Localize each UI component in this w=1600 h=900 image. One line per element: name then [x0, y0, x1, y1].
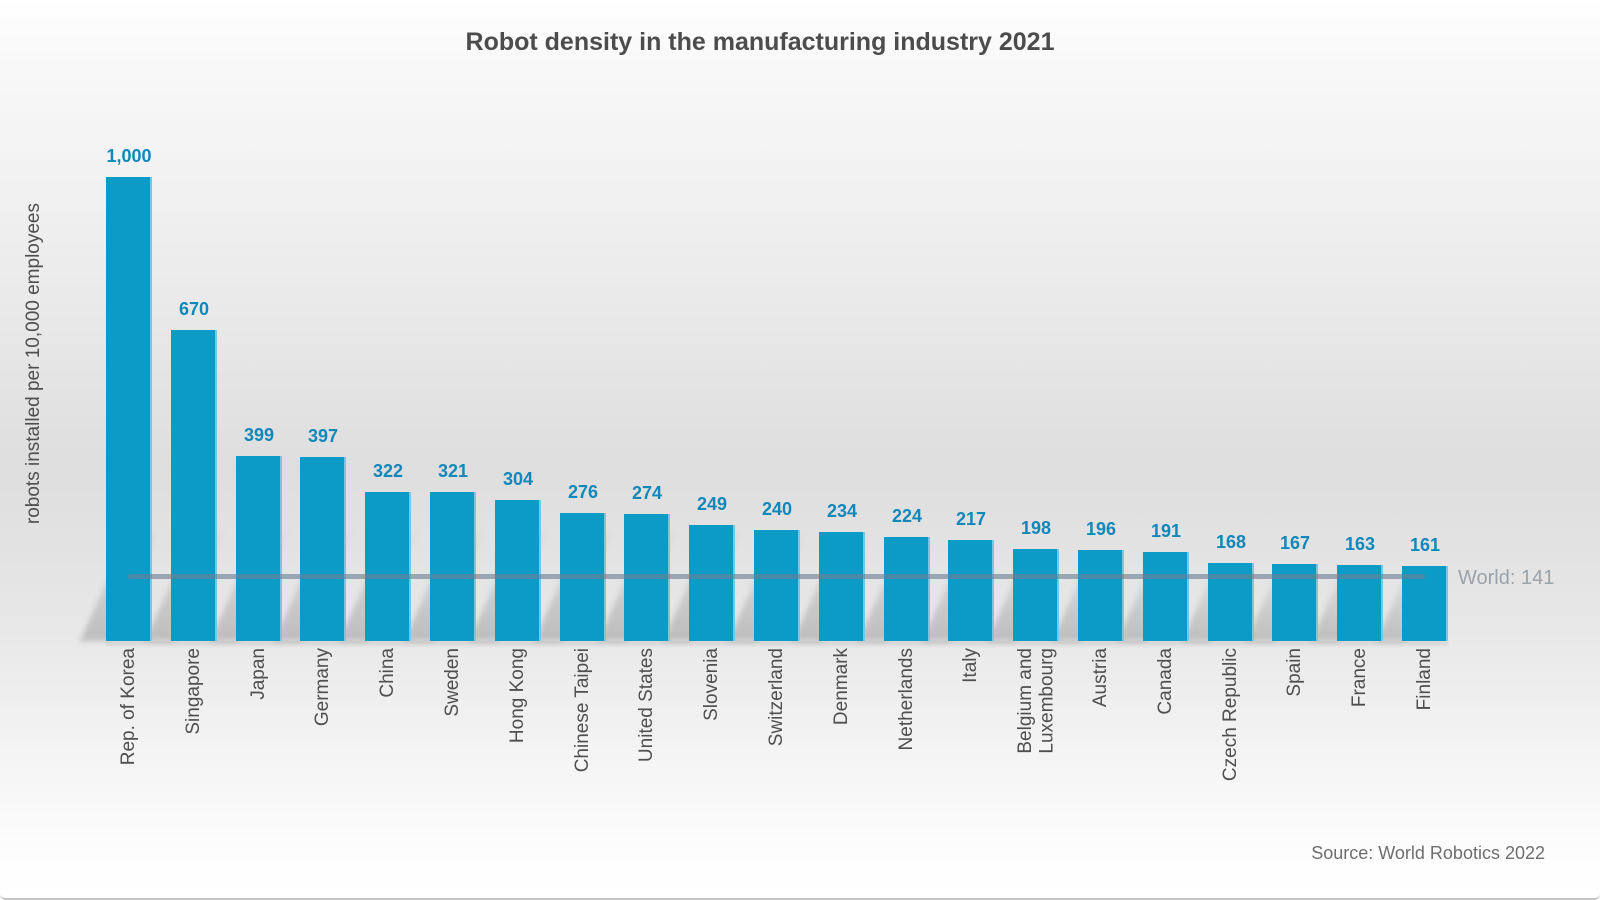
bar-value-label: 191: [1150, 521, 1182, 541]
world-average-line: [128, 574, 1425, 579]
x-axis-label: Hong Kong: [507, 648, 529, 744]
bar-value-label: 670: [178, 299, 210, 319]
bar-value-label: 217: [955, 509, 987, 529]
bar: [365, 492, 411, 641]
x-axis-label: Finland: [1414, 648, 1436, 711]
x-axis-label: United States: [636, 648, 658, 763]
x-axis-label: Netherlands: [896, 648, 918, 751]
bar-value-label: 274: [631, 483, 663, 503]
x-axis-label: Singapore: [183, 648, 205, 735]
bar: [1078, 550, 1124, 641]
x-axis-label: Germany: [312, 648, 334, 727]
x-axis-label: Belgium and Luxembourg: [1014, 648, 1057, 754]
x-axis-label: Spain: [1284, 648, 1306, 697]
bar: [819, 532, 865, 641]
bar-value-label: 167: [1279, 533, 1311, 553]
bar: [1143, 552, 1189, 641]
source-caption: Source: World Robotics 2022: [1311, 843, 1545, 863]
x-axis-label: Slovenia: [701, 648, 723, 721]
x-axis-label: Denmark: [831, 648, 853, 726]
bar-value-label: 249: [696, 494, 728, 514]
x-axis-label: Switzerland: [766, 648, 788, 747]
x-axis-label: China: [377, 648, 399, 698]
x-axis-label: Canada: [1155, 648, 1177, 715]
bar-value-label: 321: [437, 461, 469, 481]
bar: [430, 492, 476, 641]
bar-value-label: 240: [761, 499, 793, 519]
world-average-label: World: 141: [1458, 567, 1555, 589]
bar-value-label: 198: [1020, 518, 1052, 538]
bar: [884, 537, 930, 641]
bar: [106, 177, 152, 641]
bar: [300, 457, 346, 641]
bar-value-label: 161: [1409, 535, 1441, 555]
chart-title: Robot density in the manufacturing indus…: [465, 28, 1055, 56]
bar: [171, 330, 217, 641]
bar-value-label: 234: [826, 501, 858, 521]
x-axis-label: Italy: [960, 648, 982, 683]
bar: [1013, 549, 1059, 641]
x-axis-label: Sweden: [442, 648, 464, 717]
bar: [754, 530, 800, 641]
bar: [236, 456, 282, 641]
bar-value-label: 196: [1085, 519, 1117, 539]
bar: [948, 540, 994, 641]
x-axis-label: Rep. of Korea: [118, 648, 140, 766]
baseline-shadow: [106, 641, 1448, 648]
bar-value-label: 322: [372, 461, 404, 481]
bar: [689, 525, 735, 641]
x-axis-label: Czech Republic: [1220, 648, 1242, 782]
bar-value-label: 224: [891, 506, 923, 526]
bar-value-label: 399: [243, 425, 275, 445]
bar-value-label: 1,000: [106, 146, 152, 166]
bar-value-label: 276: [567, 482, 599, 502]
bar-value-label: 163: [1344, 534, 1376, 554]
bar-value-label: 304: [502, 469, 534, 489]
x-axis-label: Austria: [1090, 648, 1112, 708]
x-axis-label: France: [1349, 648, 1371, 708]
bar-value-label: 168: [1215, 532, 1247, 552]
bar: [495, 500, 541, 641]
x-axis-label: Japan: [248, 648, 270, 700]
x-axis-label: Chinese Taipei: [572, 648, 594, 773]
bar-value-label: 397: [307, 426, 339, 446]
